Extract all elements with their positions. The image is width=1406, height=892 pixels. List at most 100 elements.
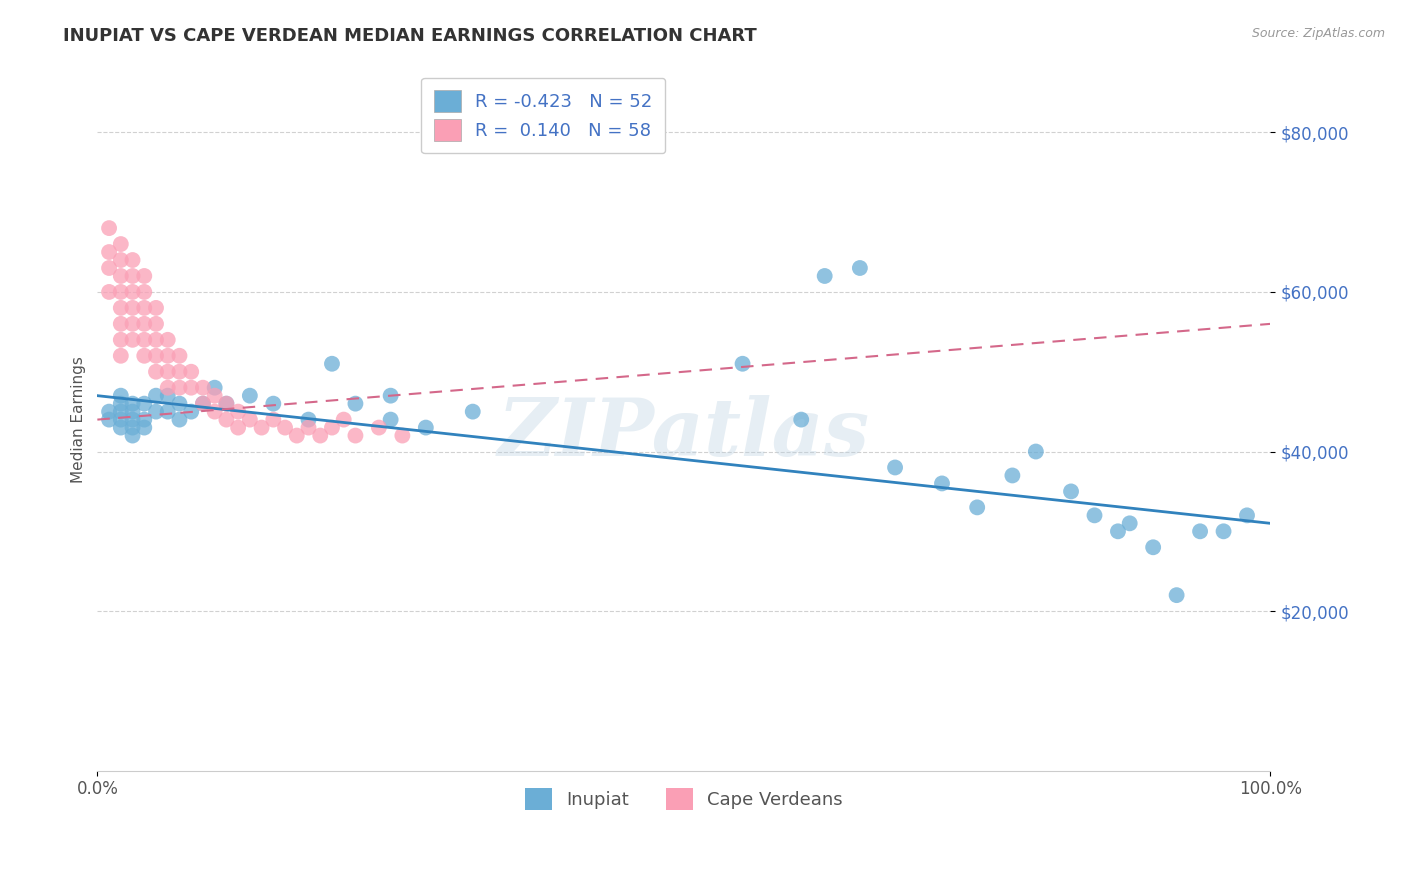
Text: Source: ZipAtlas.com: Source: ZipAtlas.com xyxy=(1251,27,1385,40)
Point xyxy=(884,460,907,475)
Point xyxy=(1060,484,1083,499)
Point xyxy=(110,389,132,403)
Point xyxy=(121,412,143,426)
Point xyxy=(110,333,132,347)
Point xyxy=(321,420,343,434)
Point xyxy=(239,412,262,426)
Point xyxy=(849,260,872,275)
Point xyxy=(134,285,156,299)
Point xyxy=(814,268,837,283)
Point xyxy=(262,412,284,426)
Point xyxy=(1118,516,1140,531)
Point xyxy=(121,268,143,283)
Point xyxy=(191,381,214,395)
Point xyxy=(121,404,143,418)
Point xyxy=(145,333,167,347)
Point xyxy=(226,420,249,434)
Point xyxy=(309,428,332,442)
Point xyxy=(380,389,402,403)
Point xyxy=(156,333,179,347)
Point xyxy=(121,317,143,331)
Point xyxy=(110,397,132,411)
Point xyxy=(121,285,143,299)
Point xyxy=(145,389,167,403)
Point xyxy=(215,412,238,426)
Point xyxy=(215,397,238,411)
Point xyxy=(156,389,179,403)
Point xyxy=(226,404,249,418)
Point xyxy=(1025,444,1047,458)
Point xyxy=(1001,468,1024,483)
Point xyxy=(391,428,413,442)
Point xyxy=(110,237,132,252)
Text: INUPIAT VS CAPE VERDEAN MEDIAN EARNINGS CORRELATION CHART: INUPIAT VS CAPE VERDEAN MEDIAN EARNINGS … xyxy=(63,27,756,45)
Point xyxy=(134,317,156,331)
Point xyxy=(98,221,121,235)
Point xyxy=(367,420,389,434)
Point xyxy=(1083,508,1105,523)
Point xyxy=(121,397,143,411)
Point xyxy=(110,253,132,268)
Point xyxy=(134,412,156,426)
Point xyxy=(966,500,988,515)
Point xyxy=(145,404,167,418)
Point xyxy=(169,349,191,363)
Point xyxy=(931,476,953,491)
Point xyxy=(461,404,484,418)
Point xyxy=(145,317,167,331)
Point xyxy=(110,420,132,434)
Point xyxy=(332,412,354,426)
Point xyxy=(110,412,132,426)
Point xyxy=(297,420,319,434)
Point xyxy=(262,397,284,411)
Point xyxy=(250,420,273,434)
Point xyxy=(297,412,319,426)
Point xyxy=(790,412,813,426)
Point xyxy=(98,412,121,426)
Point xyxy=(110,317,132,331)
Point xyxy=(180,404,202,418)
Point xyxy=(98,285,121,299)
Point xyxy=(110,268,132,283)
Point xyxy=(239,389,262,403)
Point xyxy=(1236,508,1258,523)
Point xyxy=(169,397,191,411)
Point xyxy=(110,349,132,363)
Point xyxy=(1142,541,1164,555)
Point xyxy=(98,260,121,275)
Point xyxy=(1166,588,1188,602)
Point xyxy=(731,357,754,371)
Point xyxy=(156,404,179,418)
Point xyxy=(156,365,179,379)
Point xyxy=(169,412,191,426)
Point xyxy=(169,365,191,379)
Point xyxy=(121,333,143,347)
Point xyxy=(204,404,226,418)
Point xyxy=(134,333,156,347)
Point xyxy=(1212,524,1234,539)
Point xyxy=(134,301,156,315)
Point xyxy=(98,404,121,418)
Point xyxy=(1189,524,1212,539)
Point xyxy=(110,404,132,418)
Point xyxy=(415,420,437,434)
Point xyxy=(344,428,367,442)
Point xyxy=(191,397,214,411)
Point xyxy=(145,349,167,363)
Point xyxy=(180,365,202,379)
Point xyxy=(134,420,156,434)
Point xyxy=(145,301,167,315)
Point xyxy=(156,349,179,363)
Point xyxy=(110,301,132,315)
Point xyxy=(134,349,156,363)
Point xyxy=(380,412,402,426)
Y-axis label: Median Earnings: Median Earnings xyxy=(72,356,86,483)
Point xyxy=(285,428,308,442)
Point xyxy=(1107,524,1129,539)
Point xyxy=(121,301,143,315)
Legend: Inupiat, Cape Verdeans: Inupiat, Cape Verdeans xyxy=(510,774,858,825)
Point xyxy=(121,420,143,434)
Point xyxy=(204,389,226,403)
Point xyxy=(145,365,167,379)
Point xyxy=(274,420,297,434)
